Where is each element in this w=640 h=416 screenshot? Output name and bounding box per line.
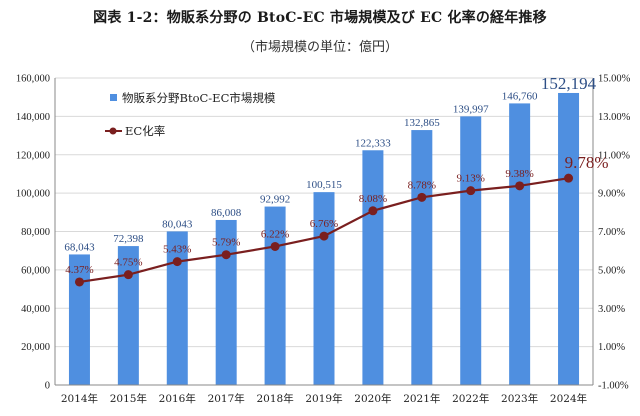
x-tick-label: 2022年 [452,392,489,405]
line-point [319,231,329,241]
x-tick-label: 2019年 [305,392,342,405]
line-value-label: 9.78% [565,153,609,172]
bar [313,192,335,385]
bar [460,116,482,386]
line-point [221,250,231,260]
bar [362,150,384,385]
y-right-tick-label: 1.00% [598,342,625,353]
bar-value-label: 86,008 [211,207,242,219]
legend-line-label: EC化率 [125,124,165,138]
line-point [564,173,574,183]
legend-bar-label: 物販系分野BtoC-EC市場規模 [122,91,276,105]
y-left-tick-label: 120,000 [16,150,50,161]
y-left-tick-label: 20,000 [21,342,50,353]
chart-title: 図表 1-2：物販系分野の BtoC-EC 市場規模及び EC 化率の経年推移 [93,10,547,26]
line-point [270,241,280,251]
bar [264,206,286,385]
bar [558,92,580,386]
bar-value-label: 132,865 [404,117,440,129]
line-value-label: 6.76% [310,218,338,230]
bar-value-label: 80,043 [162,218,193,230]
data-labels: 68,043 72,398 80,043 86,008 92,992 100,515 122… [64,74,608,276]
line-value-label: 9.13% [457,173,485,185]
line-value-label: 9.38% [505,168,533,180]
legend-line-marker [109,127,117,135]
bar-value-label: 122,333 [355,137,391,149]
line-value-label: 8.08% [359,193,387,205]
x-tick-label: 2020年 [354,392,391,405]
x-tick-label: 2014年 [61,392,98,405]
y-right-tick-label: 5.00% [598,265,625,276]
line-point [515,181,525,191]
line-point [417,192,427,202]
y-right-tick-label: 11.00% [598,150,630,161]
line-point [123,270,133,280]
legend: 物販系分野BtoC-EC市場規模 EC化率 [105,91,276,138]
legend-bar-swatch [110,94,117,101]
x-tick-label: 2016年 [159,392,196,405]
bar [166,231,188,385]
line-point [368,206,378,216]
axes: 0 20,000 40,000 60,000 80,000 100,000 120,000 1… [16,74,631,406]
x-tick-label: 2021年 [403,392,440,405]
line-series [74,173,574,287]
y-left-tick-label: 0 [45,381,50,392]
line-value-label: 8.78% [408,179,436,191]
x-tick-label: 2023年 [501,392,538,405]
y-left-tick-label: 160,000 [16,74,50,85]
y-left-tick-label: 60,000 [21,265,50,276]
line-value-label: 6.22% [261,228,289,240]
x-tick-label: 2015年 [110,392,147,405]
y-left-tick-label: 80,000 [21,227,50,238]
y-right-tick-label: -1.00% [598,381,629,392]
bar [411,130,433,385]
line-value-label: 4.75% [114,257,142,269]
bar-value-label: 100,515 [306,179,342,191]
x-tick-label: 2017年 [208,392,245,405]
x-tick-label: 2018年 [256,392,293,405]
chart-unit-note: （市場規模の単位：億円） [241,40,398,55]
line-point [74,277,84,287]
line-point [172,257,182,267]
bar-value-label: 152,194 [541,74,597,93]
line-value-label: 5.43% [163,244,191,256]
y-right-tick-label: 15.00% [598,74,631,85]
bar-value-label: 72,398 [113,233,144,245]
bar [509,103,531,386]
y-left-tick-label: 100,000 [16,189,50,200]
y-left-tick-label: 40,000 [21,304,50,315]
line-value-label: 4.37% [65,264,93,276]
y-right-tick-label: 13.00% [598,112,631,123]
bar-value-label: 139,997 [453,103,489,115]
x-tick-label: 2024年 [550,392,587,405]
bar-series [68,92,580,386]
bar-value-label: 146,760 [502,90,538,102]
bar [117,246,139,385]
bar-value-label: 68,043 [64,241,95,253]
y-left-tick-label: 140,000 [16,112,50,123]
bar [215,219,237,385]
bar-value-label: 92,992 [260,194,290,206]
line-value-label: 5.79% [212,237,240,249]
y-right-tick-label: 9.00% [598,189,625,200]
bar [68,254,90,385]
y-right-tick-label: 3.00% [598,304,625,315]
y-right-tick-label: 7.00% [598,227,625,238]
line-point [466,186,476,196]
